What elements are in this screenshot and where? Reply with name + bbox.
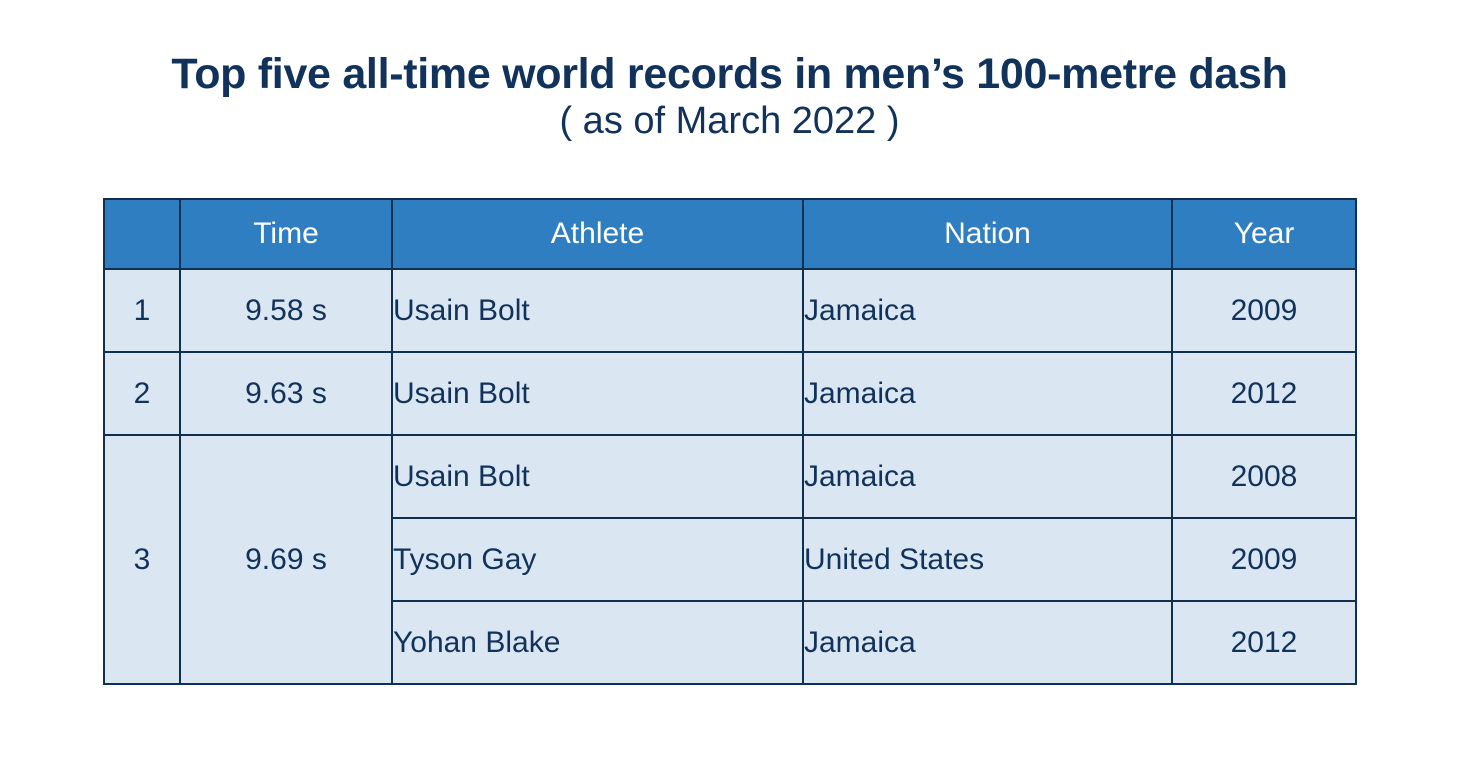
nation-cell: Jamaica (802, 434, 1173, 519)
year-cell: 2012 (1171, 351, 1357, 436)
time-cell: 9.69 s (179, 434, 393, 685)
athlete-cell: Usain Bolt (391, 351, 804, 436)
nation-cell: Jamaica (802, 600, 1173, 685)
rank-cell: 1 (103, 268, 181, 353)
header-athlete: Athlete (391, 198, 804, 270)
athlete-cell: Usain Bolt (391, 268, 804, 353)
header-rank (103, 198, 181, 270)
year-cell: 2012 (1171, 600, 1357, 685)
time-cell: 9.63 s (179, 351, 393, 436)
table-row: 1 9.58 s Usain Bolt Jamaica 2009 (103, 268, 1357, 353)
nation-cell: Jamaica (802, 268, 1173, 353)
header-year: Year (1171, 198, 1357, 270)
table-header-row: Time Athlete Nation Year (103, 198, 1357, 270)
year-cell: 2009 (1171, 517, 1357, 602)
table-row: Yohan Blake Jamaica 2012 (104, 600, 1357, 685)
header-time: Time (179, 198, 393, 270)
rank-cell: 3 (103, 434, 181, 685)
time-cell: 9.58 s (179, 268, 393, 353)
athlete-cell: Usain Bolt (391, 434, 804, 519)
nation-cell: United States (802, 517, 1173, 602)
year-cell: 2009 (1171, 268, 1357, 353)
year-cell: 2008 (1171, 434, 1357, 519)
nation-cell: Jamaica (802, 351, 1173, 436)
page-title: Top five all-time world records in men’s… (171, 50, 1288, 98)
athlete-cell: Tyson Gay (391, 517, 804, 602)
header-nation: Nation (802, 198, 1173, 270)
table-row: 2 9.63 s Usain Bolt Jamaica 2012 (103, 351, 1357, 436)
table-row: Tyson Gay United States 2009 (104, 517, 1357, 602)
rank-cell: 2 (103, 351, 181, 436)
records-table: Time Athlete Nation Year 1 9.58 s Usain … (103, 198, 1357, 685)
table-row: 3 9.69 s Usain Bolt Jamaica 2008 (103, 434, 1357, 685)
page-subtitle: ( as of March 2022 ) (559, 100, 900, 142)
athlete-cell: Yohan Blake (391, 600, 804, 685)
